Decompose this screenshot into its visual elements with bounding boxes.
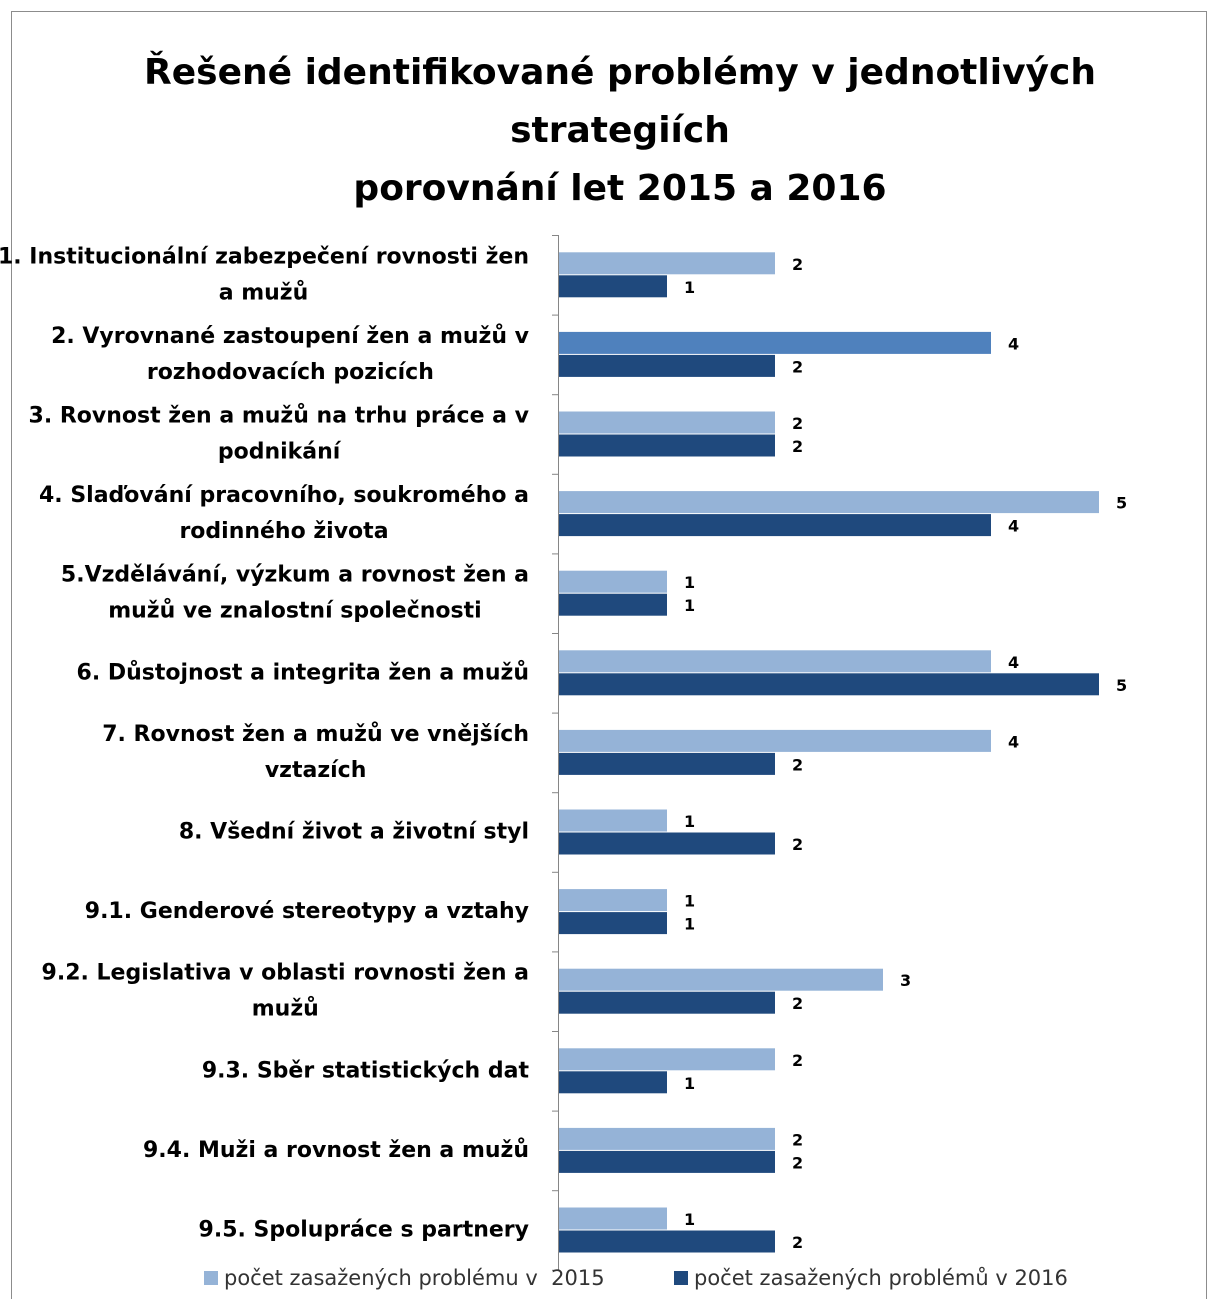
chart-title-line-1: Řešené identifikované problémy v jednotl… [144,52,1096,93]
data-label: 2 [792,1233,803,1252]
category-label: 6. Důstojnost a integrita žen a mužů [77,660,529,685]
category-label: rodinného života [179,519,388,544]
bar-2016 [559,354,775,377]
category-label: 3. Rovnost žen a mužů na trhu práce a v [29,404,530,429]
category-label: 9.2. Legislativa v oblasti rovnosti žen … [42,961,529,986]
bar-2016 [559,1071,667,1094]
bar-2015 [559,570,667,593]
category-label: 9.4. Muži a rovnost žen a mužů [143,1138,529,1163]
data-label: 2 [792,1130,803,1149]
legend-item-2016: počet zasažených problémů v 2016 [674,1266,1068,1290]
bar-2015 [559,491,1099,514]
bar-2015 [559,650,991,673]
chart-title-line-2: strategiích [510,110,730,151]
bar-2016 [559,1230,775,1253]
category-label: 4. Slaďování pracovního, soukromého a [39,483,529,508]
bar-2015 [559,889,667,912]
category-label: 1. Institucionální zabezpečení rovnosti … [0,244,529,269]
category-label: vztazích [265,758,367,783]
data-label: 4 [1008,732,1019,751]
category-label: a mužů [219,280,309,305]
data-label: 2 [792,994,803,1013]
bar-2015 [559,1048,775,1071]
bar-2016 [559,593,667,616]
bar-2015 [559,1127,775,1150]
legend-swatch-2016 [674,1271,688,1285]
bar-2015 [559,729,991,752]
bar-2016 [559,991,775,1014]
chart-title-line-3: porovnání let 2015 a 2016 [353,168,887,209]
category-label: rozhodovacích pozicích [147,360,434,385]
data-label: 2 [792,437,803,456]
category-label: 2. Vyrovnané zastoupení žen a mužů v [51,324,530,349]
data-label: 5 [1116,676,1127,695]
data-label: 1 [684,596,695,615]
category-label: 8. Všední život a životní styl [179,820,529,845]
data-label: 1 [684,892,695,911]
data-label: 2 [792,755,803,774]
bar-2016 [559,514,991,537]
bar-2016 [559,832,775,855]
chart-title: Řešené identifikované problémy v jednotl… [0,44,1208,218]
category-label: mužů [252,997,319,1022]
data-label: 2 [792,835,803,854]
data-label: 2 [792,1153,803,1172]
data-label: 2 [792,357,803,376]
data-label: 1 [684,278,695,297]
bar-2015 [559,331,991,354]
category-label: 5.Vzdělávání, výzkum a rovnost žen a [61,563,529,588]
legend-swatch-2015 [204,1271,218,1285]
legend-item-2015: počet zasažených problému v 2015 [204,1266,605,1290]
data-label: 1 [684,812,695,831]
data-label: 2 [792,255,803,274]
data-label: 3 [900,971,911,990]
bar-2016 [559,912,667,935]
data-label: 1 [684,573,695,592]
bar-2016 [559,1150,775,1173]
bar-2016 [559,275,667,298]
data-label: 4 [1008,334,1019,353]
bar-2015 [559,1207,667,1230]
category-label: podnikání [218,440,342,465]
data-label: 1 [684,1074,695,1093]
category-label: 9.3. Sběr statistických dat [202,1058,530,1083]
bar-2015 [559,968,883,991]
data-label: 4 [1008,653,1019,672]
data-label: 1 [684,1210,695,1229]
category-label: 9.1. Genderové stereotypy a vztahy [85,899,529,924]
category-label: 7. Rovnost žen a mužů ve vnějších [102,722,529,747]
category-label: 9.5. Spolupráce s partnery [199,1218,529,1243]
data-label: 4 [1008,517,1019,536]
data-label: 2 [792,414,803,433]
data-label: 2 [792,1051,803,1070]
bar-2015 [559,411,775,434]
data-label: 1 [684,915,695,934]
category-label: mužů ve znalostní společnosti [108,599,481,624]
bar-2015 [559,252,775,275]
legend-label-2016: počet zasažených problémů v 2016 [694,1266,1068,1290]
legend: počet zasažených problému v 2015 počet z… [0,1266,1208,1294]
data-label: 5 [1116,494,1127,513]
bar-2015 [559,809,667,832]
bar-2016 [559,752,775,775]
legend-label-2015: počet zasažených problému v 2015 [224,1266,605,1290]
bar-2016 [559,673,1099,696]
bar-2016 [559,434,775,457]
